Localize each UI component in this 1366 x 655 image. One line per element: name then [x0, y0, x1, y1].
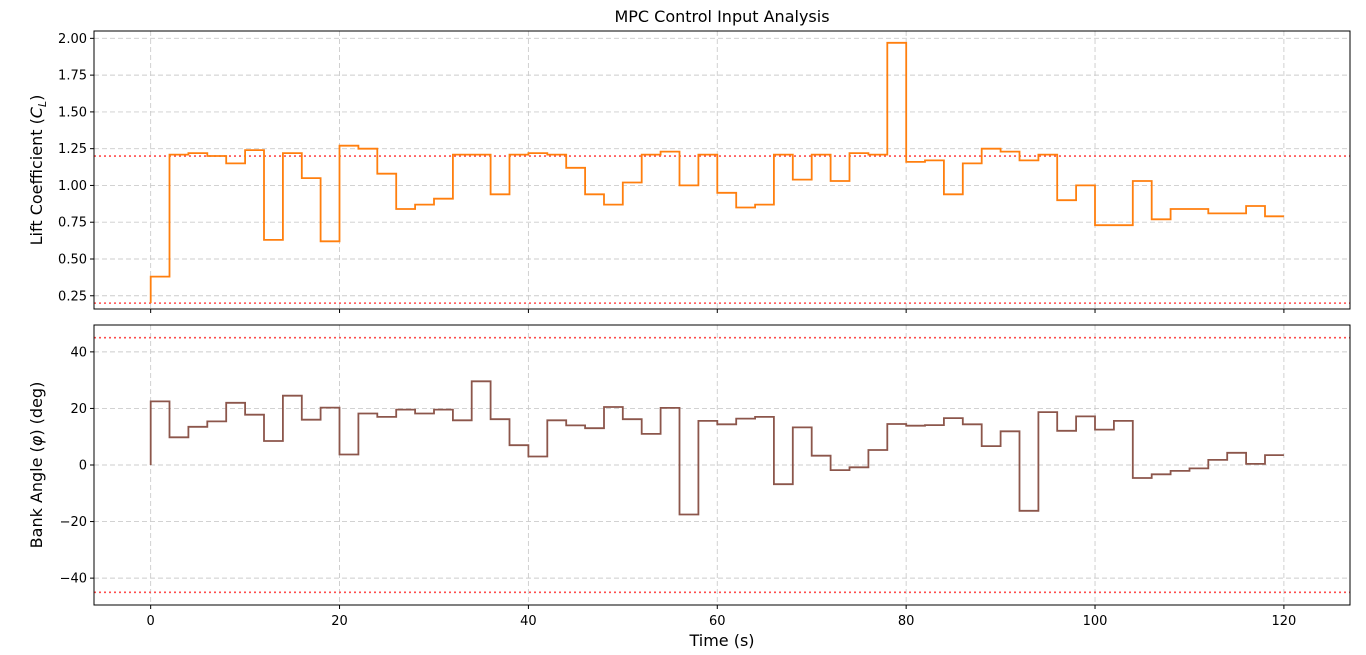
bank-panel: −40 −20 0 20 40 0 20 40 60 80 100 120 Bank Angle (… [27, 324, 1351, 629]
lift-plot-frame [93, 30, 1351, 310]
lift-y-ticks: 0.25 0.50 0.75 1.00 1.25 1.50 1.75 2.00 [58, 32, 94, 304]
bank-y-tick-label: 0 [79, 459, 87, 474]
x-tick-label: 120 [1271, 614, 1296, 629]
lift-y-tick-label: 0.75 [58, 216, 87, 231]
lift-y-axis-label: Lift Coefficient (CL) [27, 95, 49, 246]
x-tick-label: 0 [147, 614, 155, 629]
bank-y-axis-label: Bank Angle (φ) (deg) [27, 382, 46, 549]
lift-x-ticks [150, 309, 1285, 313]
bank-limit-lines [94, 336, 1350, 594]
bank-y-tick-label: 20 [70, 402, 87, 417]
x-tick-label: 20 [331, 614, 348, 629]
x-tick-label: 40 [520, 614, 537, 629]
lift-gridlines [94, 31, 1350, 309]
bank-y-tick-label: −20 [60, 515, 87, 530]
x-axis-label: Time (s) [688, 631, 754, 650]
lift-y-tick-label: 0.50 [58, 252, 87, 267]
bank-y-tick-label: −40 [60, 572, 87, 587]
lift-panel: 0.25 0.50 0.75 1.00 1.25 1.50 1.75 2.00 Lift Co… [27, 30, 1351, 313]
bank-angle-line [149, 380, 1284, 516]
lift-y-tick-label: 1.00 [58, 179, 87, 194]
lift-limit-lines [94, 155, 1350, 304]
x-tick-label: 100 [1083, 614, 1108, 629]
lift-coefficient-line [149, 41, 1284, 304]
x-tick-label: 80 [898, 614, 915, 629]
lift-y-tick-label: 1.50 [58, 105, 87, 120]
bank-y-ticks: −40 −20 0 20 40 [60, 345, 94, 587]
lift-y-tick-label: 0.25 [58, 289, 87, 304]
chart-title: MPC Control Input Analysis [614, 7, 829, 26]
lift-y-tick-label: 2.00 [58, 32, 87, 47]
bank-y-tick-label: 40 [70, 345, 87, 360]
x-tick-label: 60 [709, 614, 726, 629]
lift-y-tick-label: 1.25 [58, 142, 87, 157]
lift-y-tick-label: 1.75 [58, 69, 87, 84]
bank-x-ticks: 0 20 40 60 80 100 120 [147, 605, 1296, 629]
bank-gridlines [94, 325, 1350, 605]
